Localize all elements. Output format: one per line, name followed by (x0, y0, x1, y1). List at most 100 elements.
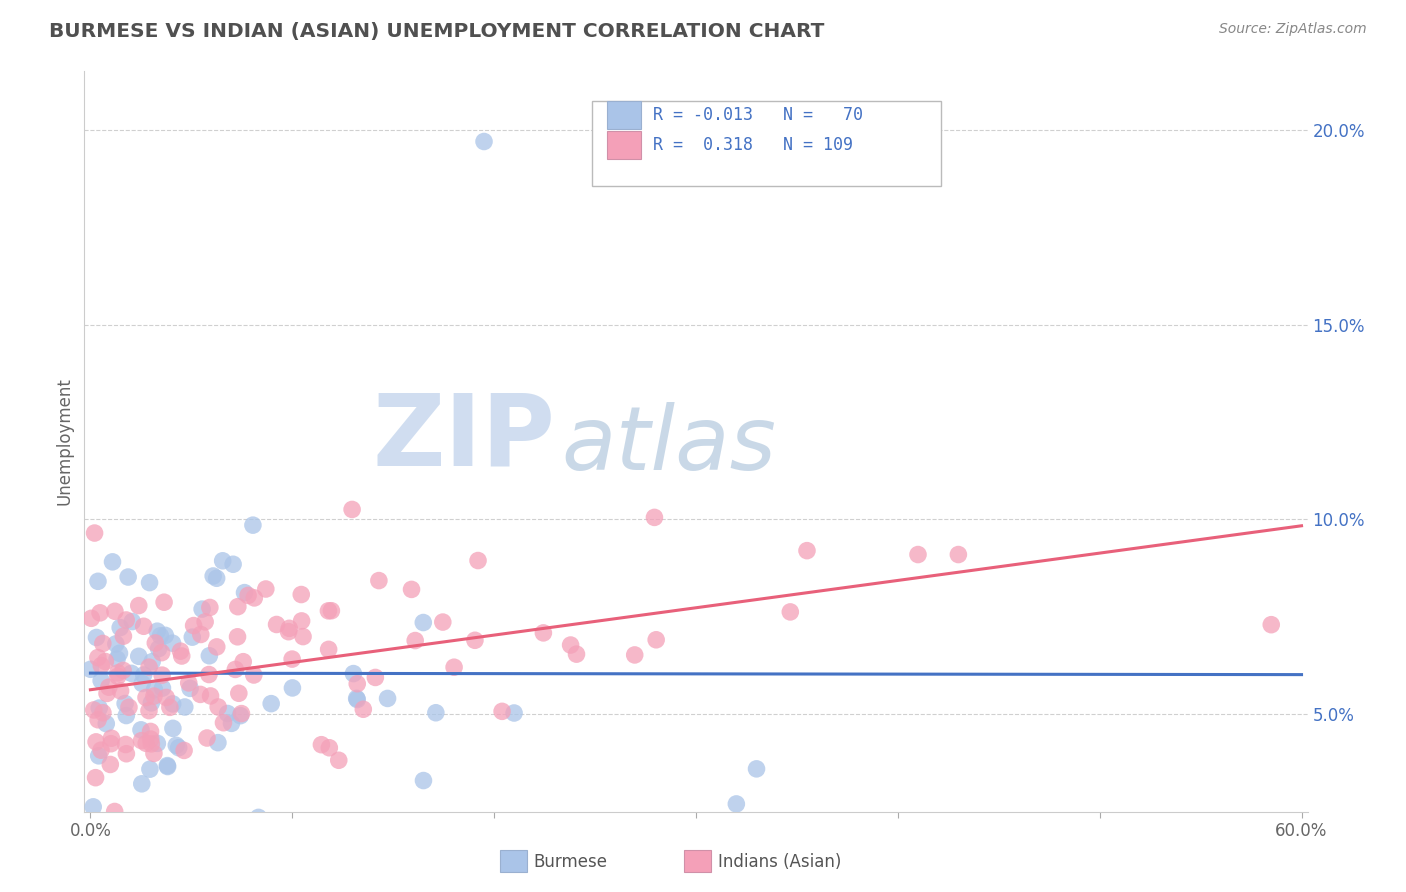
Point (79, 662, 101, 676)
Point (111, 832, 134, 847)
Text: Burmese: Burmese (533, 853, 607, 871)
Point (90, 673, 112, 688)
Point (202, 569, 225, 583)
Point (281, 681, 304, 695)
Point (531, 626, 554, 640)
Point (226, 630, 249, 644)
Point (231, 706, 253, 721)
Point (467, 553, 489, 567)
Point (565, 647, 588, 661)
Point (128, 649, 150, 664)
Point (242, 518, 264, 533)
Point (104, 805, 127, 819)
Point (425, 706, 447, 720)
Point (155, 690, 177, 705)
Point (260, 697, 283, 711)
Point (121, 615, 143, 629)
Point (179, 681, 201, 696)
Point (83, 703, 105, 717)
Point (135, 690, 157, 705)
Point (84, 735, 107, 749)
Point (141, 696, 163, 710)
Point (82, 800, 104, 814)
Point (105, 652, 128, 666)
Point (141, 737, 163, 751)
Point (150, 646, 173, 660)
Point (101, 555, 124, 569)
Point (346, 691, 368, 706)
Point (135, 736, 157, 750)
Point (153, 595, 176, 609)
Point (89, 701, 111, 715)
Point (401, 582, 423, 597)
Point (142, 747, 165, 761)
Point (318, 642, 340, 657)
Point (107, 665, 129, 680)
Text: atlas: atlas (561, 402, 776, 488)
Point (159, 700, 181, 714)
Point (266, 617, 288, 632)
Point (139, 732, 162, 747)
Point (340, 502, 363, 516)
Point (228, 686, 250, 700)
Point (90, 658, 112, 673)
Point (200, 689, 222, 703)
Point (222, 558, 245, 572)
Point (796, 543, 818, 558)
Point (143, 682, 166, 697)
Point (155, 628, 177, 642)
Point (224, 662, 246, 676)
Point (779, 605, 801, 619)
Point (188, 687, 211, 701)
Point (131, 676, 153, 690)
Point (183, 618, 205, 632)
Point (118, 700, 141, 714)
Text: ZIP: ZIP (373, 389, 555, 486)
Point (100, 737, 122, 751)
Point (131, 733, 153, 747)
Point (165, 739, 187, 753)
Point (725, 797, 748, 811)
Point (128, 599, 150, 613)
Point (86, 631, 108, 645)
Point (404, 633, 426, 648)
Point (432, 615, 454, 629)
Point (120, 666, 142, 681)
Point (87, 574, 110, 589)
Point (117, 570, 139, 584)
Point (352, 702, 374, 716)
Point (173, 700, 195, 714)
Point (141, 655, 163, 669)
Point (292, 630, 315, 644)
Point (150, 668, 173, 682)
Point (367, 574, 389, 588)
Point (162, 722, 184, 736)
Point (87, 748, 110, 763)
Point (112, 629, 135, 643)
Point (96, 716, 118, 731)
Point (254, 582, 277, 596)
Point (190, 627, 212, 641)
Point (156, 759, 179, 773)
Point (152, 681, 174, 695)
Point (194, 615, 217, 629)
Point (173, 743, 195, 757)
Point (191, 602, 214, 616)
Point (87, 713, 110, 727)
Point (112, 664, 135, 678)
Point (97, 680, 120, 694)
Point (114, 738, 136, 752)
Point (115, 708, 138, 723)
Point (643, 510, 665, 524)
Point (177, 676, 200, 690)
Bar (606, 130, 641, 159)
Point (907, 548, 929, 562)
Point (115, 613, 138, 627)
Point (472, 135, 495, 149)
Point (148, 641, 170, 656)
Point (104, 637, 127, 651)
Point (143, 636, 166, 650)
Point (162, 636, 184, 650)
Point (346, 692, 368, 706)
Bar (683, 850, 710, 872)
